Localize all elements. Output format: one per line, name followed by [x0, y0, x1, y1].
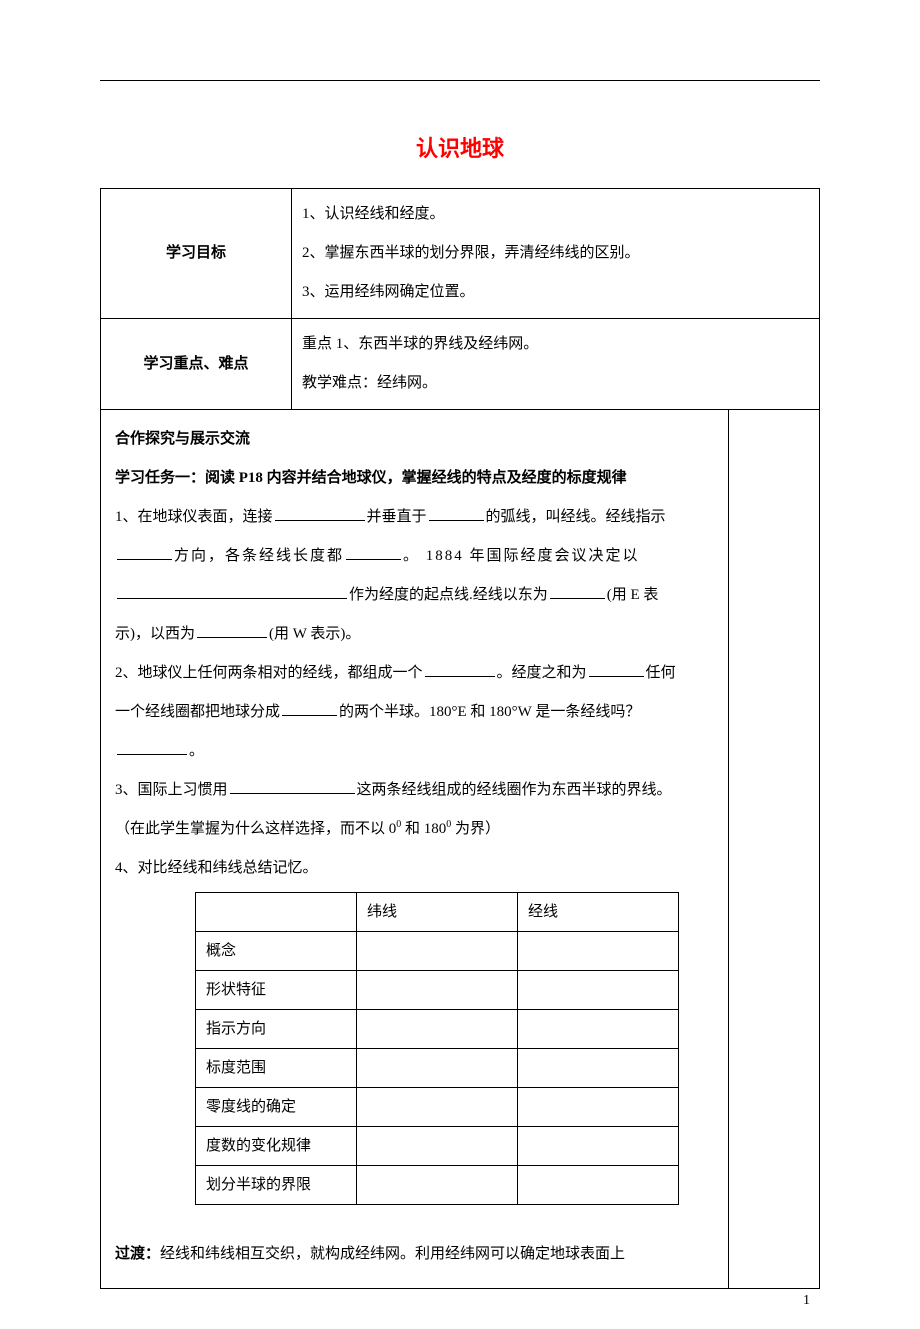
question-4: 4、对比经线和纬线总结记忆。	[115, 849, 714, 888]
q1-text-d: 方向，各条经线长度都	[174, 548, 344, 564]
inner-cell[interactable]	[518, 971, 679, 1010]
task-heading-1: 学习任务一：阅读 P18 内容并结合地球仪，掌握经线的特点及经度的标度规律	[115, 459, 714, 498]
inner-header-lon: 经线	[518, 893, 679, 932]
inner-cell[interactable]	[518, 932, 679, 971]
objective-1: 1、认识经线和经度。	[302, 195, 809, 234]
blank[interactable]	[230, 778, 355, 794]
inner-row-label: 指示方向	[196, 1010, 357, 1049]
blank[interactable]	[117, 544, 172, 560]
inner-cell[interactable]	[357, 1127, 518, 1166]
question-1: 1、在地球仪表面，连接 并垂直于 的弧线，叫经线。经线指示	[115, 498, 714, 537]
keypoint-2: 教学难点：经纬网。	[302, 364, 809, 403]
inner-cell[interactable]	[518, 1166, 679, 1205]
row-label-keypoints: 学习重点、难点	[101, 319, 292, 410]
q1-text-c: 的弧线，叫经线。经线指示	[486, 509, 666, 525]
comparison-table: 纬线 经线 概念 形状特征 指示方向 标度范围 零度线的确定 度数的变化规律 划…	[195, 892, 679, 1205]
q3-text-b: 这两条经线组成的经线圈作为东西半球的界线。	[357, 782, 672, 798]
inner-cell[interactable]	[518, 1049, 679, 1088]
worksheet-table: 学习目标 1、认识经线和经度。 2、掌握东西半球的划分界限，弄清经纬线的区别。 …	[100, 188, 820, 1289]
question-2: 2、地球仪上任何两条相对的经线，都组成一个 。经度之和为 任何	[115, 654, 714, 693]
q1-text-a: 1、在地球仪表面，连接	[115, 509, 273, 525]
question-3-line2: （在此学生掌握为什么这样选择，而不以 00 和 1800 为界）	[115, 810, 714, 849]
inner-cell[interactable]	[357, 932, 518, 971]
q2-text-a: 2、地球仪上任何两条相对的经线，都组成一个	[115, 665, 423, 681]
inner-row-label: 划分半球的界限	[196, 1166, 357, 1205]
objectives-cell: 1、认识经线和经度。 2、掌握东西半球的划分界限，弄清经纬线的区别。 3、运用经…	[292, 189, 820, 319]
q1-text-g: (用 E 表	[607, 587, 659, 603]
blank[interactable]	[346, 544, 401, 560]
question-1-line4: 示)，以西为 (用 W 表示)。	[115, 615, 714, 654]
row-label-objectives: 学习目标	[101, 189, 292, 319]
q1-text-i: (用 W 表示)。	[269, 626, 360, 642]
page-title: 认识地球	[100, 131, 820, 163]
inner-cell[interactable]	[357, 1049, 518, 1088]
transition-paragraph: 过渡：经线和纬线相互交织，就构成经纬网。利用经纬网可以确定地球表面上	[115, 1235, 714, 1274]
q3-text-e: 为界）	[451, 821, 500, 837]
page-number: 1	[803, 1293, 810, 1309]
blank[interactable]	[275, 505, 365, 521]
question-2-line3: 。	[115, 732, 714, 771]
section-heading-1: 合作探究与展示交流	[115, 420, 714, 459]
q2-text-d: 一个经线圈都把地球分成	[115, 704, 280, 720]
blank[interactable]	[589, 661, 644, 677]
objective-3: 3、运用经纬网确定位置。	[302, 273, 809, 312]
inner-header-lat: 纬线	[357, 893, 518, 932]
q3-text-a: 3、国际上习惯用	[115, 782, 228, 798]
inner-cell[interactable]	[518, 1127, 679, 1166]
blank[interactable]	[425, 661, 495, 677]
q1-text-h: 示)，以西为	[115, 626, 195, 642]
q1-text-f: 作为经度的起点线.经线以东为	[349, 587, 548, 603]
inner-cell[interactable]	[357, 1010, 518, 1049]
q3-text-d: 和 180	[401, 821, 446, 837]
blank[interactable]	[117, 583, 347, 599]
q2-text-b: 。经度之和为	[497, 665, 587, 681]
inner-cell[interactable]	[357, 1088, 518, 1127]
inner-cell[interactable]	[518, 1088, 679, 1127]
question-1-line2: 方向，各条经线长度都 。 1884 年国际经度会议决定以	[115, 537, 714, 576]
q1-text-e: 。 1884 年国际经度会议决定以	[403, 548, 640, 564]
inner-row-label: 标度范围	[196, 1049, 357, 1088]
blank[interactable]	[197, 622, 267, 638]
blank[interactable]	[550, 583, 605, 599]
objective-2: 2、掌握东西半球的划分界限，弄清经纬线的区别。	[302, 234, 809, 273]
question-3: 3、国际上习惯用 这两条经线组成的经线圈作为东西半球的界线。	[115, 771, 714, 810]
transition-text: 经线和纬线相互交织，就构成经纬网。利用经纬网可以确定地球表面上	[160, 1246, 625, 1262]
blank[interactable]	[117, 739, 187, 755]
blank[interactable]	[282, 700, 337, 716]
transition-label: 过渡：	[115, 1246, 160, 1262]
inner-row-label: 形状特征	[196, 971, 357, 1010]
q3-text-c: （在此学生掌握为什么这样选择，而不以 0	[115, 821, 396, 837]
q2-text-e: 的两个半球。180°E 和 180°W 是一条经线吗？	[339, 704, 640, 720]
main-content-cell: 合作探究与展示交流 学习任务一：阅读 P18 内容并结合地球仪，掌握经线的特点及…	[101, 410, 729, 1289]
q1-text-b: 并垂直于	[367, 509, 427, 525]
q2-text-f: 。	[189, 743, 204, 759]
q2-text-c: 任何	[646, 665, 676, 681]
top-divider	[100, 80, 820, 81]
question-2-line2: 一个经线圈都把地球分成 的两个半球。180°E 和 180°W 是一条经线吗？	[115, 693, 714, 732]
margin-cell	[729, 410, 820, 1289]
inner-cell[interactable]	[357, 1166, 518, 1205]
inner-cell[interactable]	[357, 971, 518, 1010]
inner-row-label: 概念	[196, 932, 357, 971]
blank[interactable]	[429, 505, 484, 521]
question-1-line3: 作为经度的起点线.经线以东为 (用 E 表	[115, 576, 714, 615]
inner-cell[interactable]	[518, 1010, 679, 1049]
inner-row-label: 零度线的确定	[196, 1088, 357, 1127]
inner-row-label: 度数的变化规律	[196, 1127, 357, 1166]
keypoints-cell: 重点 1、东西半球的界线及经纬网。 教学难点：经纬网。	[292, 319, 820, 410]
keypoint-1: 重点 1、东西半球的界线及经纬网。	[302, 325, 809, 364]
inner-header-blank	[196, 893, 357, 932]
